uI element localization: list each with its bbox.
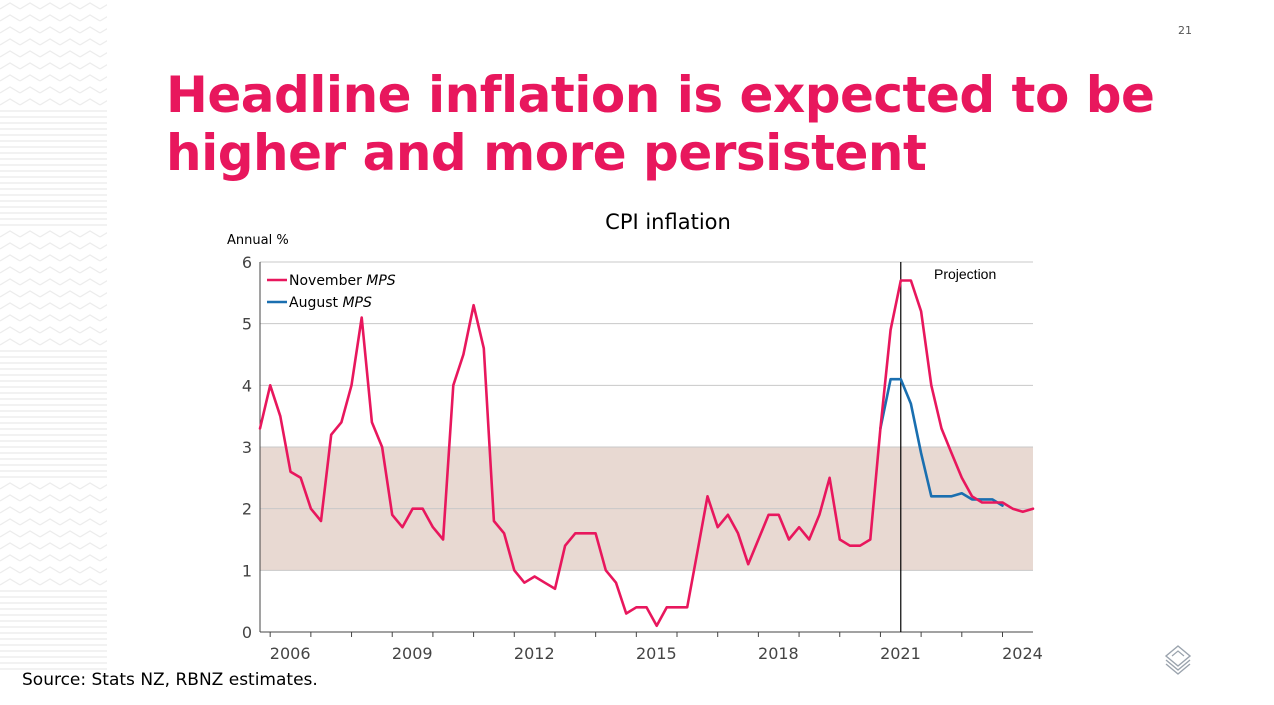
legend-august-mps: MPS bbox=[342, 295, 372, 311]
y-tick-label: 6 bbox=[242, 253, 252, 272]
y-tick-label: 0 bbox=[242, 623, 252, 642]
y-tick-label: 2 bbox=[242, 500, 252, 519]
source-note: Source: Stats NZ, RBNZ estimates. bbox=[22, 670, 318, 690]
cpi-inflation-chart: 0 1 2 3 4 5 6 2006 2009 2012 2015 2018 2021 2024 CPI … bbox=[0, 0, 1274, 705]
projection-label: Projection bbox=[934, 266, 996, 282]
x-tick-label: 2009 bbox=[392, 644, 433, 663]
chart-title: CPI inflation bbox=[605, 210, 731, 234]
x-tick-label: 2012 bbox=[514, 644, 555, 663]
rbnz-logo-icon bbox=[1164, 644, 1192, 676]
x-tick-label: 2021 bbox=[880, 644, 921, 663]
legend-label-november: November MPS bbox=[289, 273, 396, 289]
legend-november-text: November bbox=[289, 273, 366, 289]
y-tick-label: 5 bbox=[242, 315, 252, 334]
legend-november-mps: MPS bbox=[366, 273, 396, 289]
x-tick-label: 2006 bbox=[270, 644, 311, 663]
y-tick-label: 3 bbox=[242, 438, 252, 457]
x-tick-label: 2015 bbox=[636, 644, 677, 663]
legend-label-august: August MPS bbox=[289, 295, 372, 311]
legend-august-text: August bbox=[289, 295, 342, 311]
y-axis-label: Annual % bbox=[227, 233, 289, 248]
x-tick-label: 2024 bbox=[1002, 644, 1043, 663]
chart-legend: November MPS August MPS bbox=[267, 273, 396, 311]
x-tick-label: 2018 bbox=[758, 644, 799, 663]
y-tick-label: 4 bbox=[242, 376, 252, 395]
y-tick-label: 1 bbox=[242, 561, 252, 580]
